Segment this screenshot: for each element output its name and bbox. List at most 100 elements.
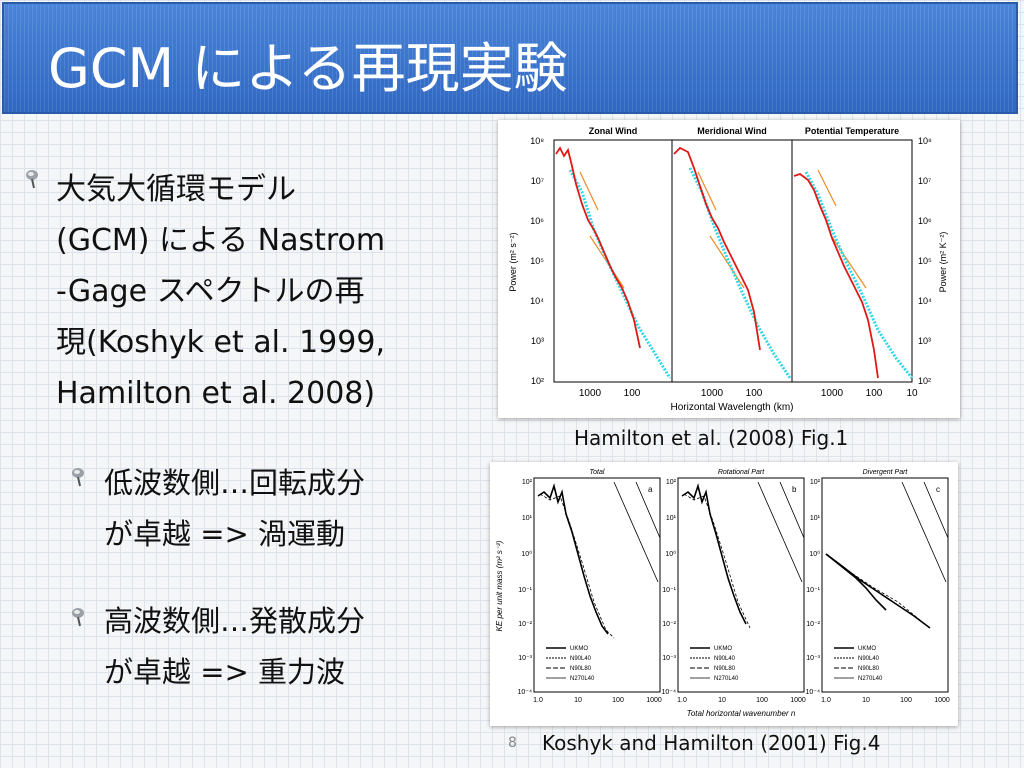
y-tick-label: 10⁰ <box>809 550 820 558</box>
reference-slope-line <box>709 235 745 289</box>
figure-hamilton-spectra: Zonal Wind Meridional Wind Potential Tem… <box>498 120 960 418</box>
y-tick-label: 10³ <box>918 336 931 346</box>
y-tick-label: 10⁰ <box>521 550 532 558</box>
x-tick-label: 100 <box>612 697 624 704</box>
title-bar: GCM による再現実験 <box>2 2 1018 114</box>
ke-spectrum-curve <box>537 483 609 635</box>
x-axis-label: Horizontal Wavelength (km) <box>670 402 793 413</box>
y-tick-label: 10⁵ <box>918 256 932 266</box>
ke-spectrum-curve <box>827 555 921 621</box>
y-tick-label: 10⁶ <box>530 216 544 226</box>
y-tick-label: 10² <box>522 479 533 486</box>
y-tick-label: 10² <box>810 479 821 486</box>
pushpin-bullet-icon <box>72 608 84 627</box>
x-tick-label: 10 <box>574 697 582 704</box>
x-tick-label: 100 <box>746 388 763 399</box>
y-tick-label: 10² <box>531 376 544 386</box>
model-series <box>673 146 761 351</box>
figure1-caption: Hamilton et al. (2008) Fig.1 <box>574 426 849 450</box>
y-tick-label: 10⁻² <box>806 621 820 628</box>
x-tick-label: 100 <box>624 388 641 399</box>
legend: UKMO N90L40 N90L80 N270L40 <box>834 646 883 682</box>
model-series <box>793 172 879 379</box>
x-tick-label: 1000 <box>579 388 602 399</box>
legend: UKMO N90L40 N90L80 N270L40 <box>546 646 595 682</box>
x-tick-label: 10 <box>906 388 918 399</box>
reference-slope-line <box>779 481 805 539</box>
ke-spectrum-curve <box>825 553 887 611</box>
model-series <box>555 146 641 349</box>
legend-entry: N90L80 <box>714 666 736 672</box>
y-tick-label: 10⁻¹ <box>518 587 532 594</box>
bullet-sub-1: 低波数側…回転成分 が卓越 => 渦運動 <box>104 466 366 551</box>
y-tick-label: 10⁰ <box>665 550 676 558</box>
panel-title: Zonal Wind <box>589 126 637 136</box>
reference-slope-line <box>923 481 949 539</box>
legend-entry: UKMO <box>570 646 588 652</box>
ke-spectra-plot: Total Rotational Part Divergent Part a b… <box>495 469 950 718</box>
y-tick-label: 10⁻³ <box>806 655 820 662</box>
x-tick-label: 1000 <box>821 388 844 399</box>
reference-slope-line <box>635 481 661 539</box>
y-tick-label: 10⁻⁴ <box>806 689 821 696</box>
observation-series <box>804 171 914 379</box>
panel-title: Potential Temperature <box>805 126 899 136</box>
legend: UKMO N90L40 N90L80 N270L40 <box>690 646 739 682</box>
y-tick-label: 10⁻³ <box>662 655 676 662</box>
x-tick-label: 10 <box>718 697 726 704</box>
figure2-caption: Koshyk and Hamilton (2001) Fig.4 <box>542 731 881 755</box>
y-tick-label: 10³ <box>531 336 544 346</box>
y-tick-label: 10⁶ <box>918 216 932 226</box>
legend-entry: N90L80 <box>570 666 592 672</box>
legend-entry: N90L40 <box>714 656 736 662</box>
reference-slope-line <box>613 481 659 583</box>
observation-series <box>568 169 672 379</box>
x-tick-label: 1000 <box>934 697 950 704</box>
reference-slope-line <box>757 481 803 583</box>
y-tick-label: 10¹ <box>666 515 677 522</box>
y-tick-label: 10⁴ <box>918 296 932 306</box>
y-tick-label: 10⁻⁴ <box>662 689 677 696</box>
panel-frame <box>821 477 949 693</box>
panel-letter: c <box>936 485 940 494</box>
y-tick-label: 10⁻¹ <box>806 587 820 594</box>
panel-frame <box>533 477 661 693</box>
y-tick-label: 10⁻² <box>518 621 532 628</box>
reference-slope-line <box>829 233 867 289</box>
reference-slope-line <box>697 171 717 211</box>
spectra-plot: Zonal Wind Meridional Wind Potential Tem… <box>508 126 948 413</box>
y-tick-label: 10⁸ <box>918 136 932 146</box>
ke-spectrum-curve <box>681 483 747 625</box>
panel-frame <box>553 139 673 383</box>
legend-entry: UKMO <box>858 646 876 652</box>
x-tick-label: 10 <box>862 697 870 704</box>
pushpin-bullet-icon <box>72 468 84 487</box>
slide-title: GCM による再現実験 <box>48 37 568 100</box>
panel-letter: a <box>648 485 653 494</box>
x-tick-label: 1000 <box>790 697 806 704</box>
y-axis-label: Power (m² s⁻²) <box>508 232 518 291</box>
y-tick-label: 10⁷ <box>918 176 931 186</box>
page-number: 8 <box>508 735 517 751</box>
y-tick-label: 10⁻¹ <box>662 587 676 594</box>
x-tick-label: 1.0 <box>533 697 543 704</box>
y-tick-label: 10⁴ <box>530 296 544 306</box>
panel-title: Total <box>590 469 605 476</box>
x-tick-label: 100 <box>900 697 912 704</box>
panel-letter: b <box>792 485 797 494</box>
panel-title: Rotational Part <box>718 469 765 476</box>
legend-entry: UKMO <box>714 646 732 652</box>
bullet-main: 大気大循環モデル (GCM) による Nastrom -Gage スペクトルの再… <box>56 172 386 411</box>
legend-entry: N270L40 <box>714 676 739 682</box>
y-tick-label: 10⁸ <box>530 136 544 146</box>
y-tick-label: 10¹ <box>522 515 533 522</box>
ke-spectrum-curve <box>539 493 615 639</box>
x-tick-label: 1.0 <box>821 697 831 704</box>
y-tick-label: 10² <box>918 376 931 386</box>
legend-entry: N270L40 <box>570 676 595 682</box>
y-axis-label-right: Power (m² K⁻²) <box>938 232 948 293</box>
x-axis-label: Total horizontal wavenumber n <box>687 709 796 718</box>
x-tick-label: 100 <box>866 388 883 399</box>
y-tick-label: 10¹ <box>810 515 821 522</box>
x-tick-label: 1.0 <box>677 697 687 704</box>
